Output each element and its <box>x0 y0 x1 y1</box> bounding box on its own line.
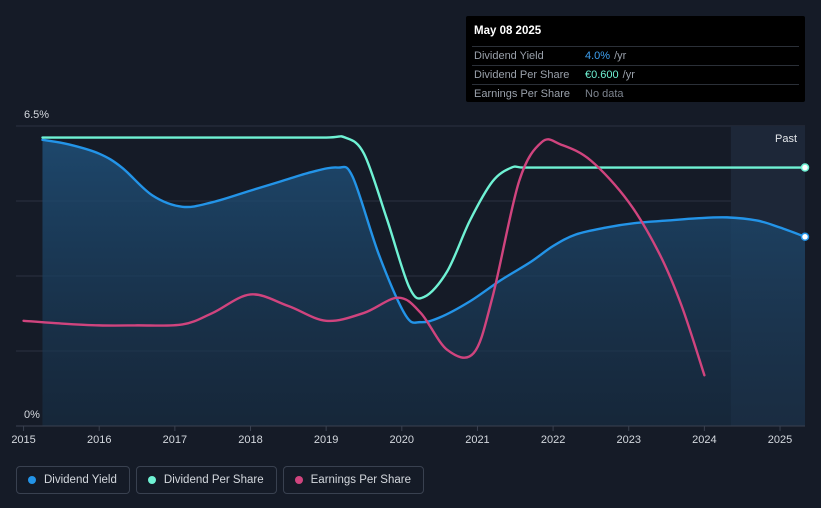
area-layer <box>42 139 806 426</box>
x-tick-label: 2022 <box>541 434 565 446</box>
tooltip-row-label: Earnings Per Share <box>474 88 570 100</box>
x-tick-label: 2015 <box>11 434 35 446</box>
endpoint-markers <box>800 163 810 242</box>
x-axis: 2015 2016 2017 2018 2019 2020 2021 2022 2023 2024… <box>11 425 805 446</box>
legend-item-dividend-per-share[interactable]: Dividend Per Share <box>135 466 277 494</box>
tooltip-row-value: No data <box>585 88 624 100</box>
x-tick-label: 2020 <box>390 434 414 446</box>
tooltip-row-earnings-per-share: Earnings Per Share No data <box>472 84 799 103</box>
legend-item-dividend-yield[interactable]: Dividend Yield <box>16 466 130 494</box>
legend-dot-icon <box>147 476 156 484</box>
dividend-yield-area <box>42 139 806 426</box>
tooltip-row-dividend-per-share: Dividend Per Share €0.600/yr <box>472 65 799 84</box>
x-tick-label: 2021 <box>465 434 489 446</box>
line-layer <box>22 135 807 377</box>
dividend-per-share-endpoint <box>800 163 810 172</box>
x-tick-label: 2018 <box>238 434 262 446</box>
y-axis-top-label: 6.5% <box>24 109 49 121</box>
legend-item-earnings-per-share[interactable]: Earnings Per Share <box>282 466 424 494</box>
past-label: Past <box>775 133 797 145</box>
tooltip-row-value: 4.0% <box>585 50 611 62</box>
x-tick-label: 2019 <box>314 434 338 446</box>
tooltip-date: May 08 2025 <box>474 25 542 37</box>
earnings-per-share-line <box>22 138 706 377</box>
tooltip-row-value: €0.600 <box>585 69 619 81</box>
dividend-yield-line <box>41 138 807 324</box>
x-tick-label: 2024 <box>692 434 716 446</box>
y-axis-bottom-label: 0% <box>24 409 40 421</box>
x-tick-label: 2023 <box>616 434 640 446</box>
legend: Dividend Yield Dividend Per Share Earnin… <box>16 466 424 494</box>
dividend-yield-endpoint <box>800 232 810 242</box>
tooltip-row-dividend-yield: Dividend Yield 4.0%/yr <box>472 46 799 65</box>
x-tick-label: 2025 <box>768 434 792 446</box>
x-tick-label: 2016 <box>87 434 111 446</box>
tooltip-row-unit: /yr <box>622 69 635 81</box>
dividend-per-share-line <box>41 135 807 300</box>
legend-dot-icon <box>28 476 36 484</box>
legend-label: Dividend Per Share <box>163 474 264 486</box>
legend-label: Dividend Yield <box>44 474 117 486</box>
legend-dot-icon <box>294 476 303 484</box>
tooltip: May 08 2025 Dividend Yield 4.0%/yr Divid… <box>466 16 805 102</box>
x-tick-label: 2017 <box>163 434 187 446</box>
tooltip-row-label: Dividend Yield <box>474 50 544 62</box>
tooltip-row-unit: /yr <box>614 50 627 62</box>
tooltip-row-label: Dividend Per Share <box>474 69 570 81</box>
legend-label: Earnings Per Share <box>310 474 411 486</box>
